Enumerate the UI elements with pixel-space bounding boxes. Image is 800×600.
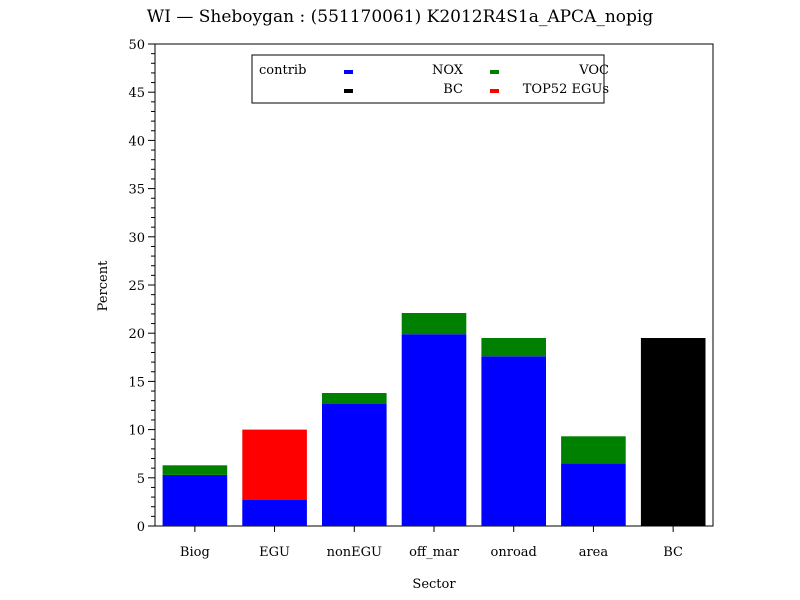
legend-swatch (344, 70, 353, 74)
y-tick-label: 20 (128, 327, 145, 342)
bar-segment-nox (162, 474, 228, 526)
y-axis: 0 5 10 15 20 25 30 35 40 45 50 (128, 38, 155, 535)
y-tick-label: 50 (128, 38, 145, 53)
y-tick-label: 15 (128, 375, 145, 390)
legend-label: TOP52 EGUs (523, 82, 609, 97)
y-axis-label: Percent (96, 260, 111, 311)
y-tick-label: 10 (128, 424, 145, 439)
x-tick-label: off_mar (409, 545, 460, 560)
x-tick-label: EGU (259, 545, 290, 560)
x-tick-label: nonEGU (327, 545, 382, 560)
legend-swatch (344, 89, 353, 93)
bar-segment-nox (322, 403, 387, 526)
x-tick-label: onroad (491, 545, 537, 560)
bar-segment-nox (481, 356, 546, 526)
y-tick-label: 0 (137, 520, 145, 535)
bars-group (162, 313, 706, 526)
chart-title: WI — Sheboygan : (551170061) K2012R4S1a_… (147, 7, 654, 27)
x-tick-label: area (579, 545, 609, 560)
y-tick-label: 25 (128, 279, 145, 294)
x-axis: Biog EGU nonEGU off_mar onroad area BC (180, 526, 683, 560)
legend-title: contrib (259, 63, 306, 78)
legend-swatch (490, 70, 499, 74)
legend-frame (251, 54, 605, 104)
legend-swatch (490, 89, 499, 93)
legend: contrib NOX VOC BC TOP52 EGUs (251, 54, 609, 104)
bar-segment-nox (401, 334, 467, 526)
bar-segment-voc (162, 465, 228, 475)
y-tick-label: 35 (128, 183, 145, 198)
legend-label: BC (443, 82, 463, 97)
x-axis-label: Sector (412, 577, 456, 592)
bar-segment-bc (640, 338, 706, 526)
y-tick-label: 30 (128, 231, 145, 246)
bar-segment-voc (322, 393, 387, 404)
bar-segment-top52-egus (242, 429, 307, 500)
x-tick-label: BC (663, 545, 683, 560)
bar-segment-voc (561, 436, 626, 464)
legend-entries: NOX VOC BC TOP52 EGUs (344, 63, 609, 97)
y-tick-label: 45 (128, 86, 145, 101)
x-tick-label: Biog (180, 545, 210, 560)
bar-segment-nox (561, 463, 626, 526)
bar-segment-nox (242, 500, 307, 526)
bar-segment-voc (481, 338, 546, 357)
y-tick-label: 40 (128, 134, 145, 149)
bar-segment-voc (401, 313, 467, 335)
legend-label: VOC (578, 63, 609, 78)
legend-label: NOX (432, 63, 464, 78)
y-tick-label: 5 (137, 472, 145, 487)
